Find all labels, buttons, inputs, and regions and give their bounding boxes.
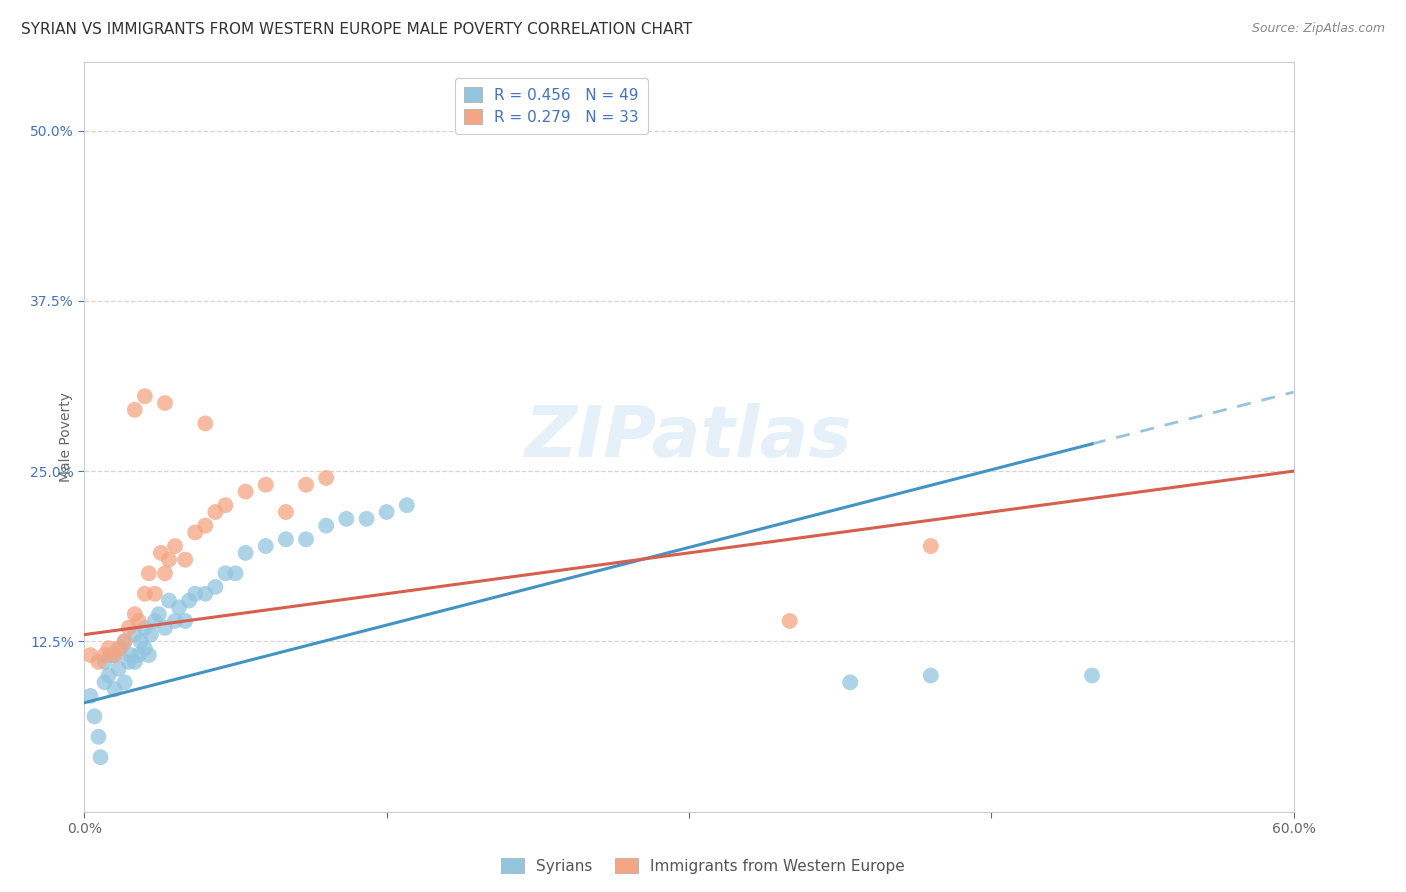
Point (165, 539, 187, 553)
Point (779, 614, 801, 628)
Point (97, 641, 120, 656)
Point (93, 648, 115, 662)
Point (104, 682, 127, 697)
Point (235, 484, 257, 499)
Point (179, 593, 201, 607)
Point (1081, 668, 1104, 682)
Point (254, 539, 277, 553)
Point (138, 648, 160, 662)
Point (274, 505, 297, 519)
Point (174, 614, 197, 628)
Point (214, 498, 236, 512)
Point (134, 587, 156, 601)
Point (274, 533, 297, 547)
Point (104, 648, 127, 662)
Point (104, 648, 127, 662)
Point (143, 587, 166, 601)
Y-axis label: Male Poverty: Male Poverty (59, 392, 73, 482)
Point (129, 634, 152, 648)
Point (920, 539, 942, 553)
Point (134, 641, 156, 656)
Point (839, 675, 862, 690)
Point (167, 600, 190, 615)
Point (120, 648, 142, 662)
Point (134, 389, 156, 403)
Point (89, 750, 111, 764)
Point (375, 505, 398, 519)
Point (143, 614, 166, 628)
Point (110, 641, 132, 656)
Point (128, 614, 150, 628)
Point (107, 662, 129, 676)
Point (138, 566, 160, 581)
Point (194, 518, 217, 533)
Point (118, 655, 141, 669)
Point (124, 402, 146, 417)
Point (118, 621, 141, 635)
Point (295, 533, 318, 547)
Legend: Syrians, Immigrants from Western Europe: Syrians, Immigrants from Western Europe (495, 852, 911, 880)
Point (153, 621, 176, 635)
Point (356, 512, 378, 526)
Point (157, 593, 180, 607)
Point (194, 417, 217, 431)
Point (79, 689, 101, 703)
Point (153, 396, 176, 410)
Point (315, 471, 337, 485)
Point (139, 627, 162, 641)
Point (184, 587, 207, 601)
Point (79, 648, 101, 662)
Point (254, 477, 277, 491)
Legend: R = 0.456   N = 49, R = 0.279   N = 33: R = 0.456 N = 49, R = 0.279 N = 33 (454, 78, 648, 134)
Point (920, 668, 942, 682)
Point (194, 587, 217, 601)
Point (214, 566, 236, 581)
Point (114, 634, 136, 648)
Point (157, 552, 180, 566)
Point (100, 648, 122, 662)
Point (114, 675, 136, 690)
Point (128, 648, 150, 662)
Text: SYRIAN VS IMMIGRANTS FROM WESTERN EUROPE MALE POVERTY CORRELATION CHART: SYRIAN VS IMMIGRANTS FROM WESTERN EUROPE… (21, 22, 692, 37)
Point (235, 546, 257, 560)
Point (174, 552, 197, 566)
Point (148, 607, 170, 622)
Point (93, 675, 115, 690)
Point (124, 607, 146, 622)
Point (124, 627, 146, 641)
Point (395, 498, 418, 512)
Point (149, 546, 172, 560)
Point (107, 641, 129, 656)
Point (204, 580, 226, 594)
Point (165, 614, 187, 628)
Point (124, 655, 146, 669)
Point (93, 655, 115, 669)
Point (184, 525, 207, 540)
Point (97, 668, 120, 682)
Point (87, 730, 110, 744)
Point (153, 566, 176, 581)
Point (295, 477, 318, 491)
Point (83, 709, 105, 723)
Point (134, 621, 156, 635)
Point (315, 518, 337, 533)
Point (87, 655, 110, 669)
Point (204, 505, 226, 519)
Point (335, 512, 357, 526)
Point (225, 566, 247, 581)
Point (114, 634, 136, 648)
Text: ZIPatlas: ZIPatlas (526, 402, 852, 472)
Text: Source: ZipAtlas.com: Source: ZipAtlas.com (1251, 22, 1385, 36)
